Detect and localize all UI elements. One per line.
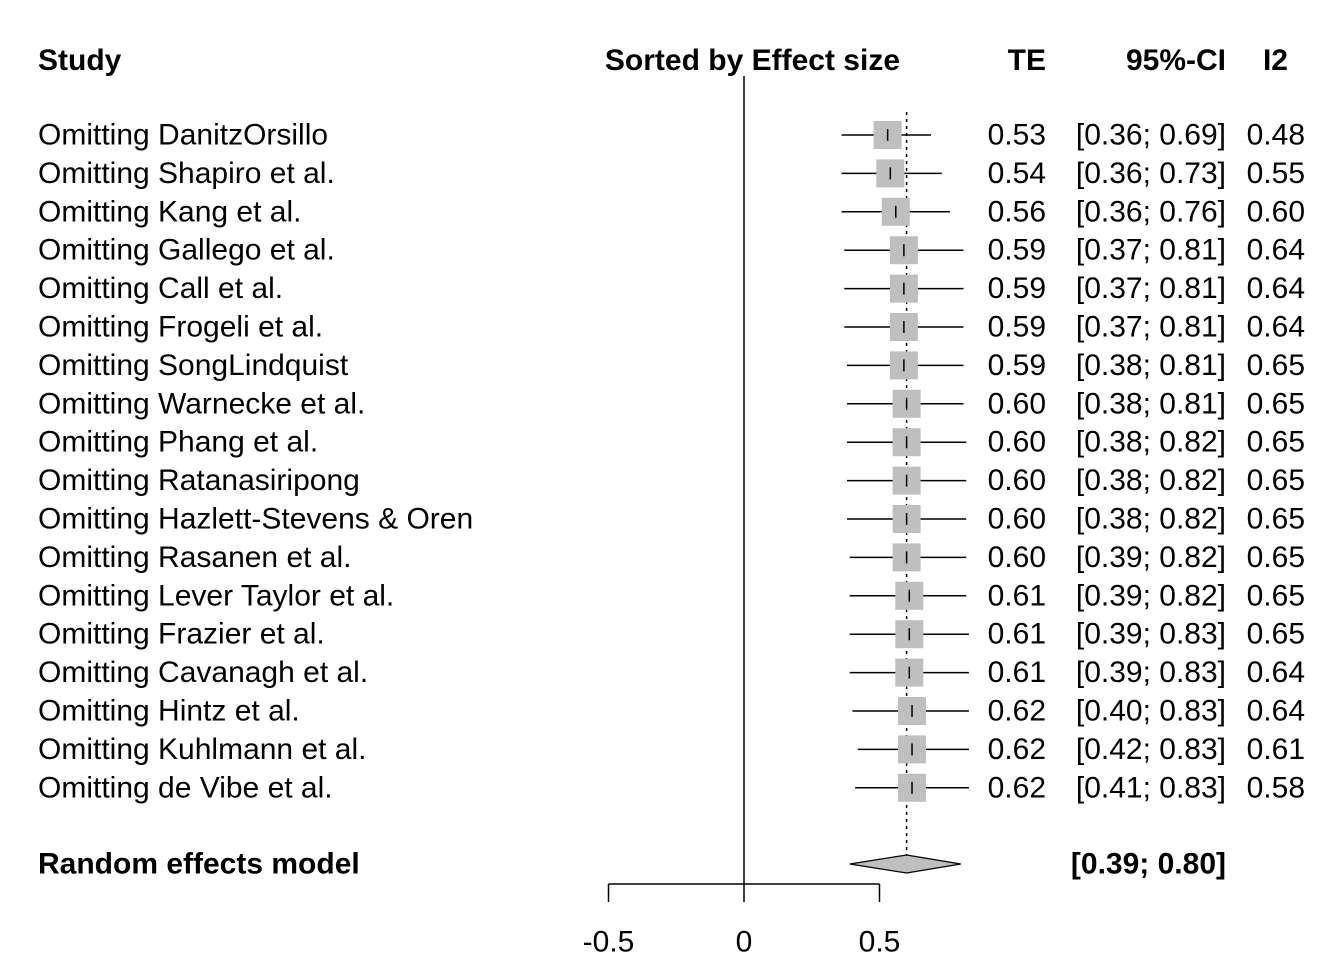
i2-value: 0.48 (1247, 119, 1305, 152)
i2-value: 0.64 (1247, 656, 1305, 689)
te-value: 0.60 (988, 503, 1046, 536)
study-label: Omitting Hazlett-Stevens & Oren (38, 503, 473, 536)
ci-value: [0.38; 0.82] (1076, 426, 1226, 459)
te-value: 0.60 (988, 387, 1046, 420)
axis-tick-label: 0 (736, 926, 753, 959)
study-label: Omitting SongLindquist (38, 349, 349, 382)
ci-value: [0.39; 0.82] (1076, 541, 1226, 574)
te-value: 0.54 (988, 157, 1046, 190)
ci-value: [0.37; 0.81] (1076, 272, 1226, 305)
i2-value: 0.64 (1247, 272, 1305, 305)
study-label: Omitting Call et al. (38, 272, 283, 305)
ci-value: [0.38; 0.81] (1076, 349, 1226, 382)
i2-value: 0.64 (1247, 695, 1305, 728)
te-value: 0.60 (988, 426, 1046, 459)
study-label: Omitting Shapiro et al. (38, 157, 335, 190)
summary-label: Random effects model (38, 848, 360, 881)
ci-value: [0.41; 0.83] (1076, 771, 1226, 804)
summary-ci-value: [0.39; 0.80] (1071, 848, 1226, 881)
study-rows: Omitting DanitzOrsillo 0.53 [0.36; 0.69] 0.… (38, 119, 1305, 805)
ci-value: [0.38; 0.81] (1076, 387, 1226, 420)
header-sort: Sorted by Effect size (605, 44, 900, 77)
te-value: 0.62 (988, 733, 1046, 766)
i2-value: 0.58 (1247, 771, 1305, 804)
i2-value: 0.65 (1247, 426, 1305, 459)
axis-tick-label: -0.5 (583, 926, 635, 959)
summary-row: Random effects model [0.39; 0.80] (38, 848, 1226, 881)
te-value: 0.59 (988, 311, 1046, 344)
study-label: Omitting Cavanagh et al. (38, 656, 368, 689)
ci-value: [0.42; 0.83] (1076, 733, 1226, 766)
x-axis: -0.5 0 0.5 (583, 883, 901, 959)
ci-value: [0.40; 0.83] (1076, 695, 1226, 728)
header-i2: I2 (1263, 44, 1288, 77)
study-label: Omitting Kuhlmann et al. (38, 733, 367, 766)
study-label: Omitting Frogeli et al. (38, 311, 323, 344)
header-ci: 95%-CI (1126, 44, 1226, 77)
te-value: 0.59 (988, 234, 1046, 267)
study-label: Omitting Lever Taylor et al. (38, 579, 394, 612)
ci-value: [0.39; 0.83] (1076, 618, 1226, 651)
te-value: 0.59 (988, 272, 1046, 305)
te-value: 0.53 (988, 119, 1046, 152)
ci-value: [0.36; 0.76] (1076, 195, 1226, 228)
te-value: 0.61 (988, 579, 1046, 612)
study-label: Omitting DanitzOrsillo (38, 119, 328, 152)
te-value: 0.59 (988, 349, 1046, 382)
ci-value: [0.39; 0.83] (1076, 656, 1226, 689)
study-label: Omitting de Vibe et al. (38, 771, 333, 804)
ci-value: [0.36; 0.69] (1076, 119, 1226, 152)
i2-value: 0.60 (1247, 195, 1305, 228)
ci-value: [0.37; 0.81] (1076, 311, 1226, 344)
te-value: 0.61 (988, 618, 1046, 651)
ci-value: [0.37; 0.81] (1076, 234, 1226, 267)
ci-value: [0.38; 0.82] (1076, 464, 1226, 497)
te-value: 0.56 (988, 195, 1046, 228)
study-label: Omitting Ratanasiripong (38, 464, 360, 497)
i2-value: 0.61 (1247, 733, 1305, 766)
te-value: 0.60 (988, 464, 1046, 497)
te-value: 0.60 (988, 541, 1046, 574)
i2-value: 0.65 (1247, 387, 1305, 420)
i2-value: 0.55 (1247, 157, 1305, 190)
study-label: Omitting Kang et al. (38, 195, 301, 228)
te-value: 0.61 (988, 656, 1046, 689)
i2-value: 0.65 (1247, 464, 1305, 497)
header-te: TE (1008, 44, 1046, 77)
i2-value: 0.64 (1247, 311, 1305, 344)
ci-value: [0.38; 0.82] (1076, 503, 1226, 536)
study-label: Omitting Gallego et al. (38, 234, 335, 267)
axis-tick-label: 0.5 (859, 926, 901, 959)
i2-value: 0.65 (1247, 579, 1305, 612)
te-value: 0.62 (988, 695, 1046, 728)
ci-value: [0.36; 0.73] (1076, 157, 1226, 190)
study-label: Omitting Hintz et al. (38, 695, 300, 728)
summary-diamond (849, 854, 961, 874)
study-label: Omitting Warnecke et al. (38, 387, 365, 420)
i2-value: 0.65 (1247, 503, 1305, 536)
i2-value: 0.65 (1247, 349, 1305, 382)
i2-value: 0.65 (1247, 541, 1305, 574)
ci-value: [0.39; 0.82] (1076, 579, 1226, 612)
te-value: 0.62 (988, 771, 1046, 804)
i2-value: 0.65 (1247, 618, 1305, 651)
i2-value: 0.64 (1247, 234, 1305, 267)
study-label: Omitting Rasanen et al. (38, 541, 352, 574)
header-study: Study (38, 44, 122, 77)
study-label: Omitting Frazier et al. (38, 618, 325, 651)
study-label: Omitting Phang et al. (38, 426, 318, 459)
